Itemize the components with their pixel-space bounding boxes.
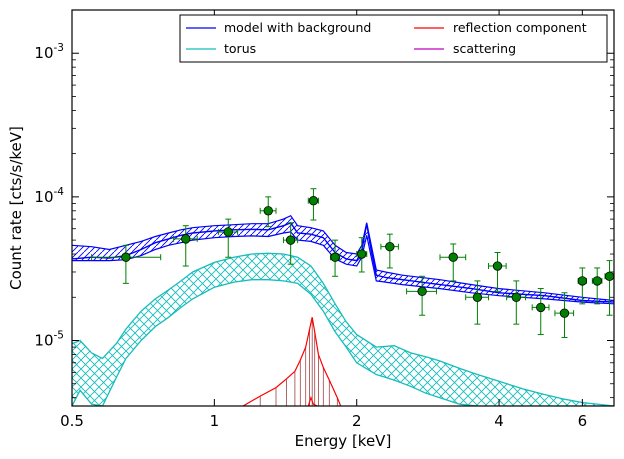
data-marker	[263, 206, 273, 216]
data-marker	[385, 241, 395, 252]
plot-area	[72, 188, 614, 406]
legend-box	[179, 14, 608, 63]
data-marker	[559, 308, 570, 318]
axes-frame	[71, 9, 615, 407]
data-points	[91, 188, 614, 338]
data-marker	[357, 249, 367, 259]
model-band-upper	[72, 214, 614, 302]
data-marker	[592, 276, 602, 286]
data-marker	[181, 234, 191, 244]
data-marker	[285, 235, 296, 245]
axis-ticks: 0.5 1 2 4 6 10-5 10-4 10-3	[34, 10, 614, 430]
legend-label-model: model with background	[224, 20, 371, 35]
x-tick-label: 1	[210, 412, 220, 430]
data-point	[329, 239, 341, 277]
data-marker	[330, 252, 340, 262]
data-point	[91, 244, 162, 284]
data-marker	[492, 261, 503, 271]
legend: model with background reflection compone…	[179, 14, 608, 63]
data-point	[356, 237, 368, 273]
x-axis-label: Energy [keV]	[295, 432, 392, 450]
x-tick-label: 6	[578, 412, 588, 430]
x-tick-label: 2	[352, 412, 362, 430]
torus-band-fill	[72, 253, 614, 406]
data-point	[217, 218, 239, 258]
data-marker	[417, 286, 427, 297]
data-marker	[121, 252, 131, 262]
data-marker	[536, 302, 546, 313]
data-marker	[511, 292, 521, 302]
data-point	[488, 251, 507, 292]
data-point	[259, 196, 277, 228]
x-tick-label: 4	[494, 412, 504, 430]
data-point	[439, 243, 467, 282]
y-axis-label: Count rate [cts/s/keV]	[7, 126, 25, 290]
data-point	[173, 225, 198, 267]
data-point	[531, 288, 550, 336]
data-point	[406, 275, 438, 316]
torus-band-lower	[72, 279, 614, 406]
data-marker	[472, 292, 483, 302]
data-point	[307, 188, 319, 221]
data-marker	[308, 196, 319, 206]
data-point	[506, 280, 527, 325]
model-band-fill	[72, 215, 614, 304]
reflection-component-curve	[242, 317, 342, 406]
legend-label-scattering: scattering	[453, 41, 516, 56]
torus-band	[72, 252, 614, 406]
data-point	[577, 267, 588, 305]
y-tick-label: 10-4	[34, 186, 64, 206]
x-tick-label: 0.5	[60, 412, 84, 430]
data-marker	[223, 227, 233, 237]
model-band	[72, 214, 614, 305]
torus-band-upper	[72, 252, 614, 406]
data-point	[465, 280, 490, 325]
data-marker	[577, 276, 588, 286]
legend-label-reflection: reflection component	[453, 20, 587, 35]
reflection-upper	[242, 317, 342, 406]
data-marker	[604, 271, 614, 281]
model-band-lower	[72, 231, 614, 305]
reflection-lower	[307, 395, 318, 406]
data-marker	[448, 252, 458, 262]
data-point	[282, 222, 299, 265]
data-point	[380, 233, 399, 269]
data-point	[591, 267, 603, 305]
y-tick-label: 10-5	[34, 330, 64, 350]
model-best-fit-line	[72, 221, 614, 303]
data-point	[604, 260, 614, 316]
legend-label-torus: torus	[224, 41, 256, 56]
data-point	[554, 292, 575, 338]
y-tick-label: 10-3	[34, 42, 64, 62]
